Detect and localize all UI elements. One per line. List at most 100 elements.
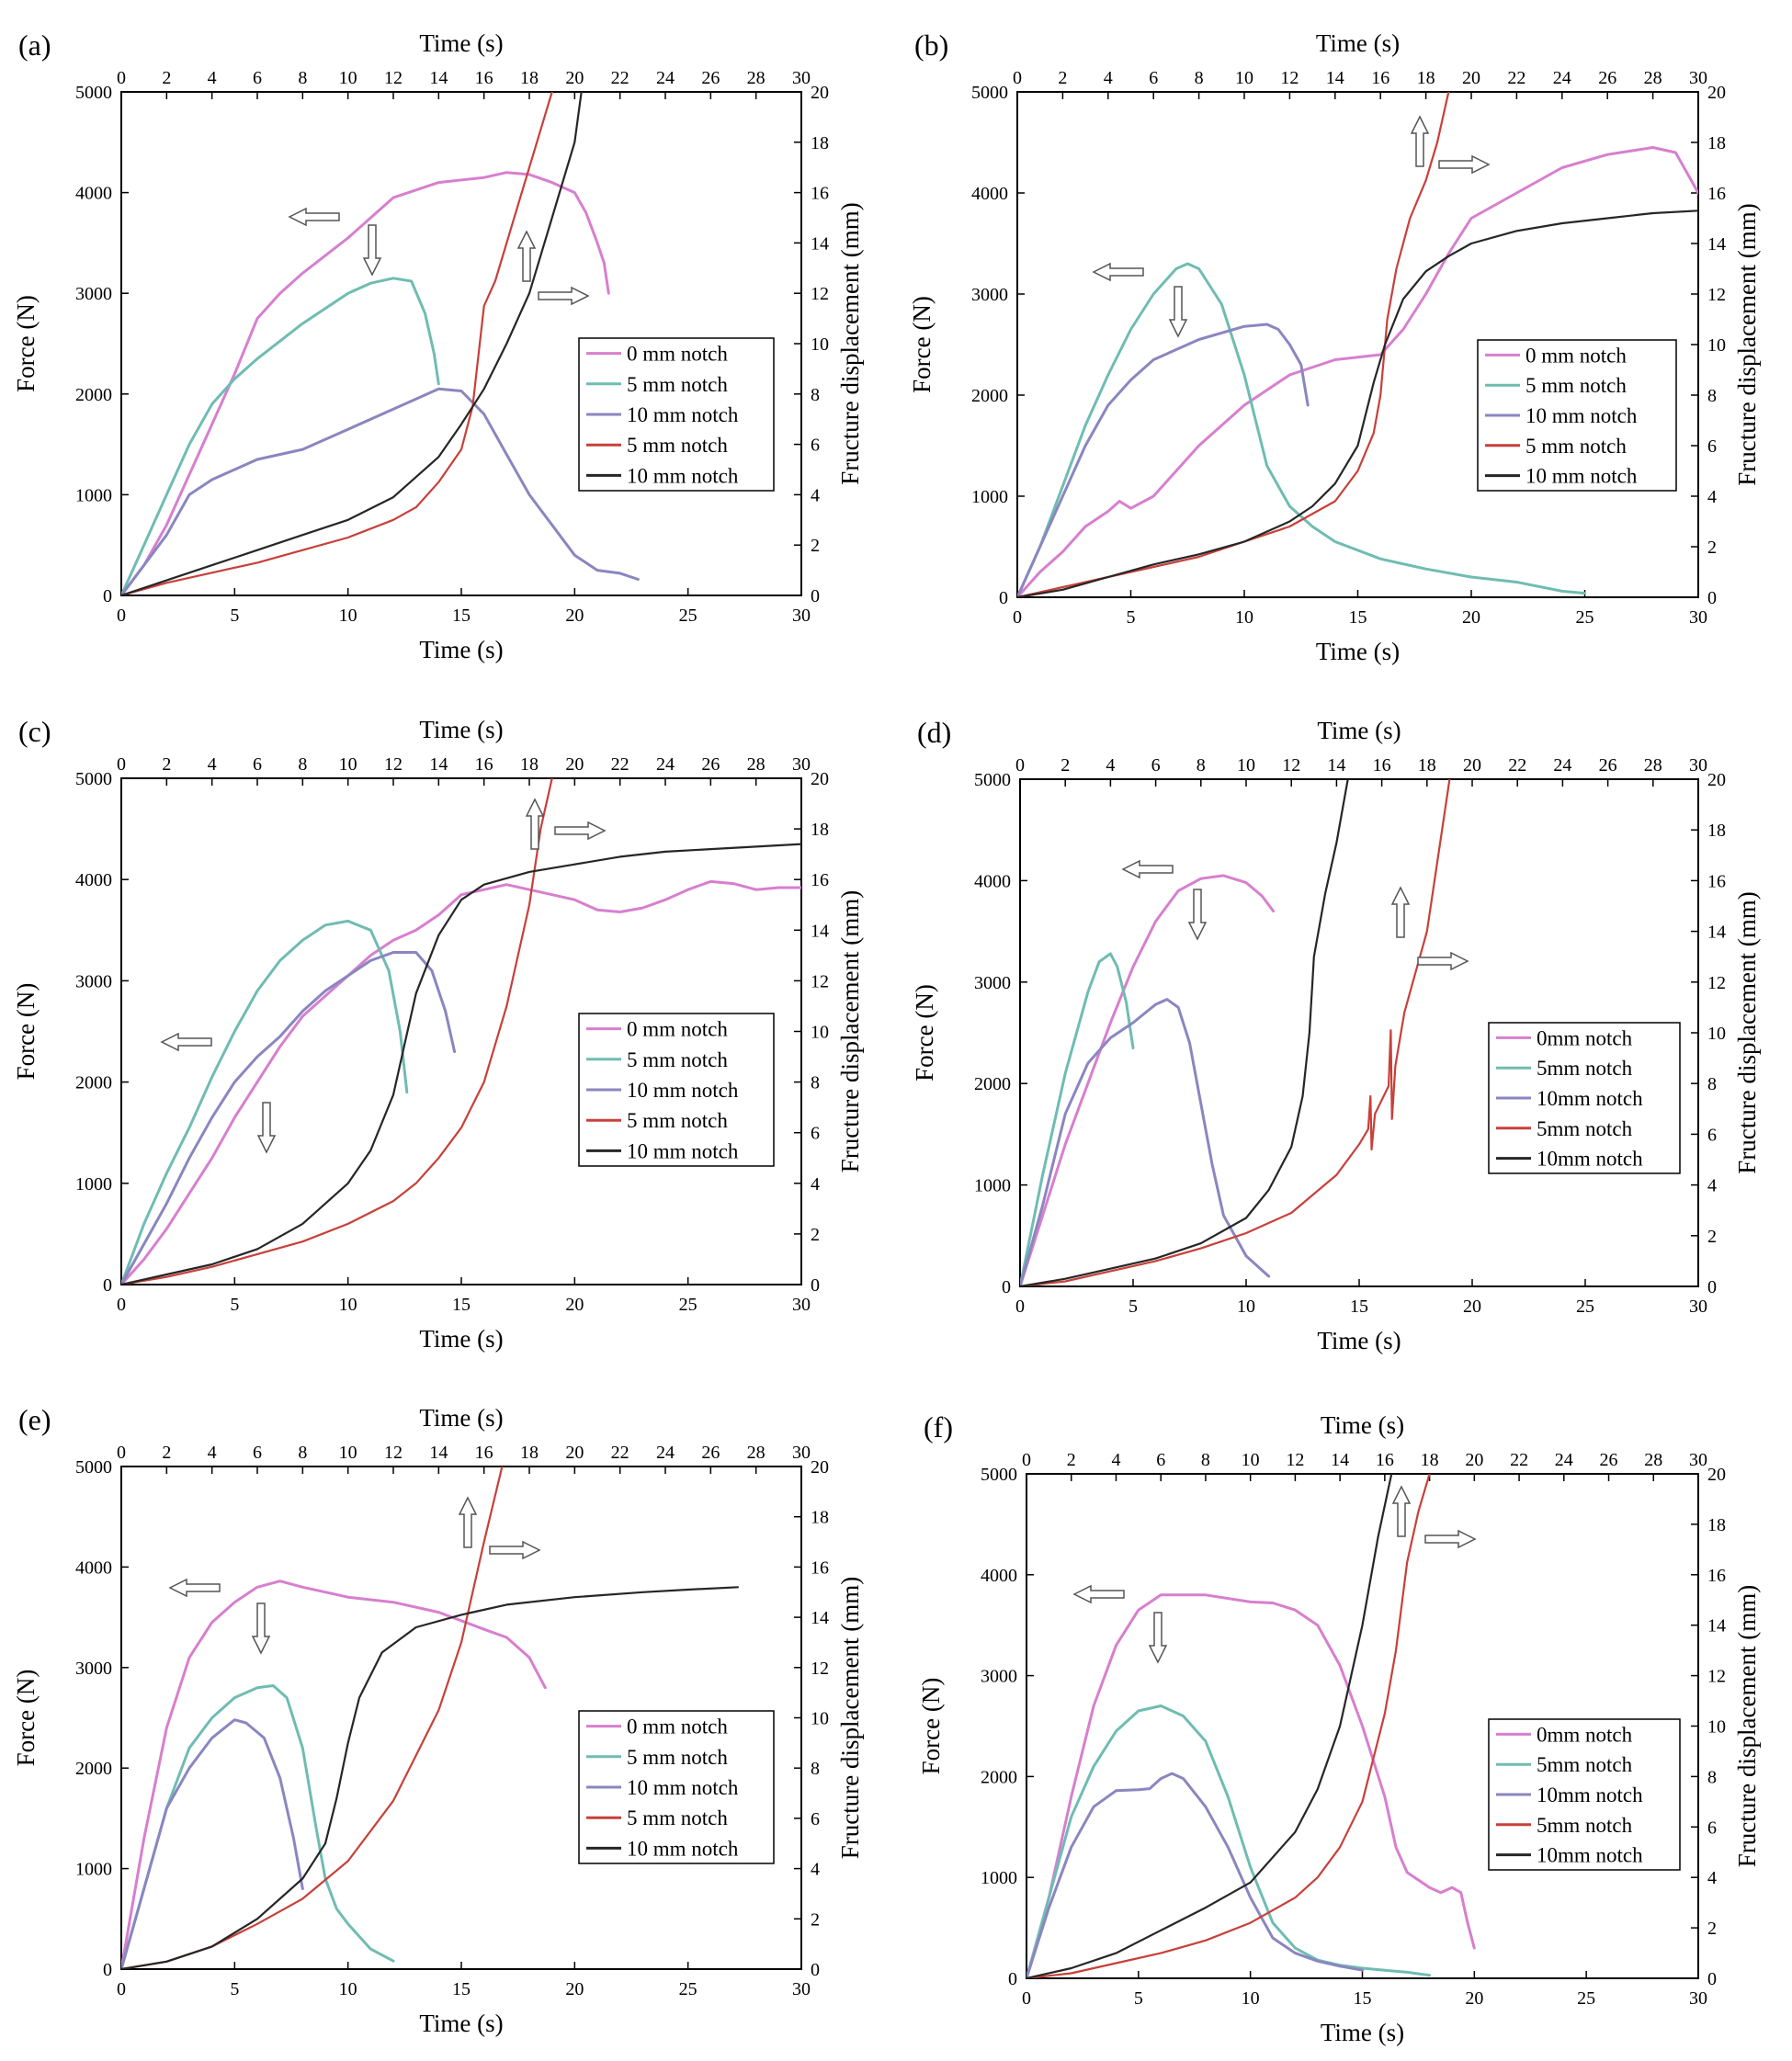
series-line-notch0	[121, 1580, 547, 1969]
y2-tick-label: 2	[1707, 1919, 1717, 1939]
x2-tick-label: 22	[611, 754, 629, 775]
y2-tick-label: 12	[811, 971, 829, 991]
y2-tick-label: 8	[1707, 386, 1717, 406]
y2-tick-label: 18	[1707, 133, 1726, 153]
y2-tick-label: 18	[811, 1508, 829, 1528]
y2-tick-label: 6	[1707, 436, 1717, 457]
chart-panel-2: 0 5 10 15 20 25 300 2 4 6 8 10 12 14 16 18 20 22 24 26 28 300…	[908, 28, 1761, 665]
x2-tick-label: 8	[1195, 68, 1204, 88]
x-axis-label: Time (s)	[419, 1325, 503, 1353]
y-axis-label: Force (N)	[911, 984, 938, 1081]
x2-tick-label: 4	[208, 754, 217, 775]
x2-tick-label: 4	[208, 1443, 217, 1463]
series-line-notch10	[1017, 323, 1310, 597]
x-tick-label: 20	[1465, 1988, 1483, 2009]
y2-tick-label: 4	[1707, 487, 1717, 507]
legend: 0mm notch 5mm notch 10mm notch 5mm notch 10m…	[1488, 1022, 1681, 1174]
x2-tick-label: 20	[565, 1443, 584, 1463]
x2-tick-label: 24	[656, 1443, 675, 1463]
y-tick-label: 5000	[974, 770, 1011, 790]
x-tick-label: 25	[679, 606, 698, 626]
y-tick-label: 2000	[971, 386, 1008, 406]
y2-tick-label: 20	[811, 1457, 829, 1478]
y-tick-label: 3000	[75, 1659, 112, 1679]
panel-label: (f)	[924, 1410, 953, 1444]
annotation-arrow-right	[489, 1540, 541, 1560]
annotation-arrow-up	[1391, 1485, 1412, 1537]
x2-axis-label: Time (s)	[419, 1404, 503, 1432]
legend: 0 mm notch 5 mm notch 10 mm notch 5 mm notc…	[578, 1013, 775, 1167]
y2-tick-label: 20	[811, 769, 829, 789]
x-tick-label: 0	[117, 1295, 126, 1315]
series-line-notch5	[1026, 1704, 1432, 1978]
x2-tick-label: 12	[1286, 1450, 1304, 1470]
y-axis-label: Force (N)	[12, 1670, 40, 1767]
x2-tick-label: 18	[1418, 755, 1436, 776]
y2-tick-label: 0	[1707, 1277, 1717, 1297]
legend: 0 mm notch 5 mm notch 10 mm notch 5 mm notc…	[578, 337, 775, 492]
x2-tick-label: 16	[475, 1443, 493, 1463]
y-tick-label: 3000	[75, 284, 112, 304]
annotation-arrow-left	[160, 1032, 212, 1052]
x2-tick-label: 12	[384, 68, 403, 88]
legend-entry: 0 mm notch	[1525, 344, 1627, 367]
x2-tick-label: 26	[1599, 755, 1617, 776]
y2-tick-label: 10	[811, 1709, 829, 1729]
series-line-notch10	[121, 387, 640, 595]
x2-tick-label: 28	[747, 68, 766, 88]
y2-tick-label: 12	[811, 284, 829, 304]
panel-label: (c)	[18, 715, 51, 748]
y2-tick-label: 14	[1707, 923, 1726, 943]
x2-tick-label: 12	[384, 754, 403, 775]
annotation-arrow-down	[1168, 286, 1188, 338]
x2-tick-label: 10	[339, 754, 357, 775]
annotation-arrow-right	[1424, 1529, 1477, 1549]
y2-tick-label: 0	[1707, 1969, 1717, 1989]
x2-tick-label: 0	[117, 1443, 126, 1463]
y2-tick-label: 16	[811, 1557, 829, 1578]
x2-tick-label: 2	[162, 68, 171, 88]
x-tick-label: 0	[117, 606, 126, 626]
x-tick-label: 10	[339, 606, 357, 626]
x2-tick-label: 24	[1553, 755, 1571, 776]
y2-tick-label: 2	[1707, 538, 1717, 558]
x2-axis-label: Time (s)	[419, 29, 503, 57]
x2-axis-label: Time (s)	[1321, 1411, 1404, 1439]
annotation-arrow-right	[554, 821, 607, 841]
legend-entry: 0mm notch	[1537, 1026, 1633, 1049]
legend-entry: 5mm notch	[1537, 1117, 1633, 1140]
y-tick-label: 4000	[75, 1557, 112, 1578]
chart-panel-1: 0 5 10 15 20 25 300 2 4 6 8 10 12 14 16 18 20 22 24 26 28 300…	[12, 28, 864, 663]
x2-tick-label: 4	[1104, 68, 1113, 88]
x2-tick-label: 2	[1067, 1450, 1076, 1470]
y2-tick-label: 18	[811, 820, 829, 840]
legend-entry: 10 mm notch	[627, 1837, 739, 1860]
y2-tick-label: 18	[811, 133, 829, 153]
y2-tick-label: 2	[811, 1225, 820, 1245]
annotation-arrow-down	[256, 1102, 277, 1154]
y-tick-label: 2000	[75, 385, 112, 405]
legend: 0 mm notch 5 mm notch 10 mm notch 5 mm notc…	[578, 1710, 775, 1864]
x2-tick-label: 20	[1463, 755, 1481, 776]
annotation-arrow-right	[1438, 154, 1491, 175]
annotation-arrow-down	[1187, 889, 1208, 941]
x-tick-label: 0	[117, 1979, 126, 1999]
x2-tick-label: 8	[298, 68, 307, 88]
x-tick-label: 25	[679, 1295, 698, 1315]
y-tick-label: 0	[1008, 1969, 1017, 1989]
legend-entry: 10 mm notch	[1525, 465, 1638, 488]
y2-axis-label: Fructure displacement (mm)	[836, 202, 864, 484]
x2-tick-label: 14	[1326, 68, 1344, 88]
x2-tick-label: 22	[611, 1443, 629, 1463]
annotation-arrow-down	[362, 224, 382, 277]
x2-tick-label: 14	[1331, 1450, 1349, 1470]
x-tick-label: 30	[792, 1295, 811, 1315]
legend-entry: 5mm notch	[1537, 1057, 1633, 1080]
x2-tick-label: 10	[1235, 68, 1253, 88]
y2-axis-label: Fructure displacement (mm)	[836, 890, 864, 1172]
legend-entry: 0 mm notch	[627, 1716, 728, 1738]
x-tick-label: 10	[1237, 1297, 1255, 1317]
y2-tick-label: 8	[811, 1759, 820, 1779]
panel-label: (a)	[18, 28, 51, 62]
chart-panel-6: 0 5 10 15 20 25 300 2 4 6 8 10 12 14 16 18 20 22 24 26 28 300…	[917, 1410, 1761, 2046]
